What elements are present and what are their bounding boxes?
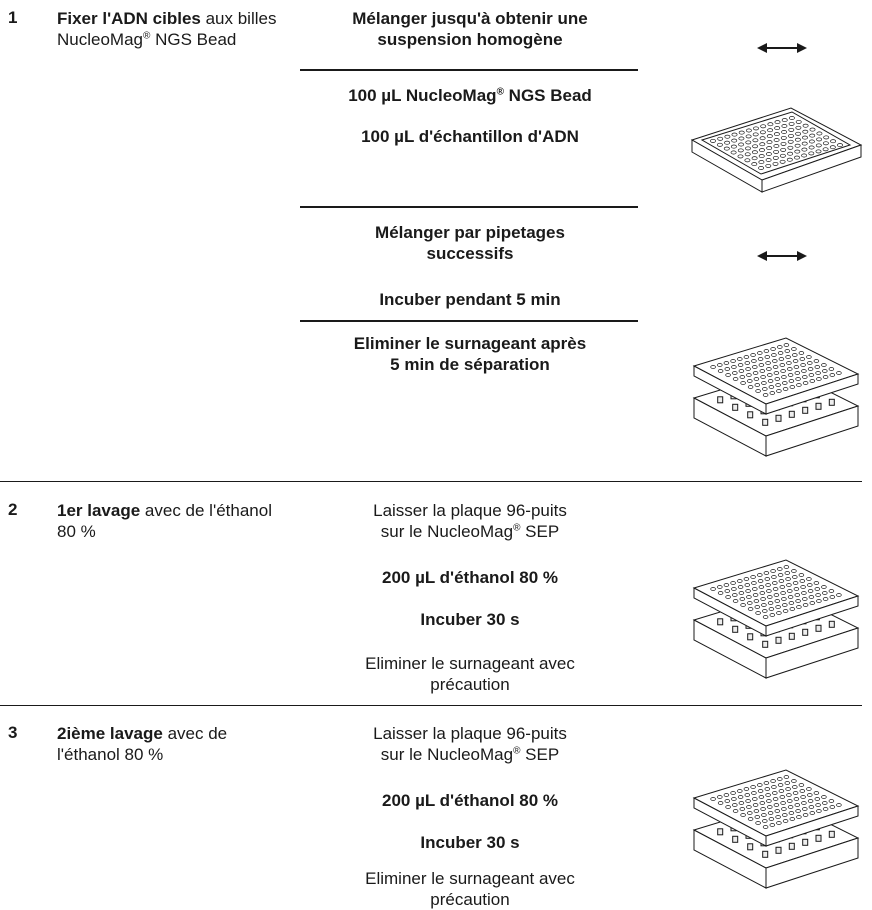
step-2-ethanol: 200 µL d'éthanol 80 %	[381, 568, 559, 587]
step-1-reagent-beads: 100 µL NucleoMag® NGS Bead	[300, 85, 640, 106]
step-3-remove-supernatant: Eliminer le surnageant avec précaution	[365, 869, 575, 909]
step-3-number: 3	[8, 723, 18, 742]
step-2-remove-supernatant: Eliminer le surnageant avec précaution	[365, 654, 575, 694]
magnetic-separator-icon	[692, 337, 860, 457]
step-3-title-bold: 2ième lavage	[57, 724, 163, 743]
reagent-beads-sup: ®	[496, 86, 504, 98]
step-1-incubate: Incuber pendant 5 min	[379, 290, 561, 309]
step-1-reagent-dna: 100 µL d'échantillon d'ADN	[361, 127, 579, 146]
step-1-number: 1	[8, 8, 18, 27]
leave-plate-pre: Laisser la plaque 96-puits sur le Nucleo…	[373, 724, 567, 764]
step-2-title-rest: avec de l'éthanol 80 %	[57, 501, 272, 541]
step-1-title-bold: Fixer l'ADN cibles	[57, 9, 201, 28]
step-3-title-rest: avec de l'éthanol 80 %	[57, 724, 228, 764]
step-3-leave-plate: Laisser la plaque 96-puits sur le Nucleo…	[370, 723, 570, 765]
step-2-title: 1er lavage avec de l'éthanol 80 %	[57, 500, 287, 542]
magnetic-separator-icon	[692, 559, 860, 679]
step-2-number: 2	[8, 500, 18, 519]
step-1-title-tail: NGS Bead	[150, 30, 237, 49]
step-separator	[0, 705, 862, 706]
step-2-title-bold: 1er lavage	[57, 501, 141, 520]
mix-arrow-icon	[757, 43, 807, 53]
step-2-incubate: Incuber 30 s	[420, 610, 520, 629]
step-3-title: 2ième lavage avec de l'éthanol 80 %	[57, 723, 287, 765]
divider	[300, 69, 638, 71]
leave-plate-post: SEP	[520, 522, 560, 541]
step-1-title-rest: aux billes NucleoMag	[57, 9, 277, 49]
leave-plate-sup: ®	[513, 745, 521, 757]
reagent-beads-pre: 100 µL NucleoMag	[348, 86, 497, 105]
reagent-beads-post: NGS Bead	[503, 86, 592, 105]
leave-plate-pre: Laisser la plaque 96-puits sur le Nucleo…	[373, 501, 567, 541]
leave-plate-post: SEP	[520, 745, 560, 764]
step-3-ethanol: 200 µL d'éthanol 80 %	[381, 791, 559, 810]
step-1-remove-supernatant: Eliminer le surnageant après 5 min de sé…	[353, 334, 587, 374]
plate-icon	[690, 107, 863, 193]
step-3-incubate: Incuber 30 s	[420, 833, 520, 852]
step-1-title: Fixer l'ADN cibles aux billes NucleoMag®…	[57, 8, 287, 50]
mix-arrow-icon	[757, 251, 807, 261]
step-1-title-sup: ®	[143, 30, 151, 42]
step-1-mix-pipetting: Mélanger par pipetages successifs	[375, 223, 565, 263]
magnetic-separator-icon	[692, 769, 860, 889]
divider	[300, 320, 638, 322]
step-1-mix-homogeneous: Mélanger jusqu'à obtenir une suspension …	[352, 9, 588, 49]
divider	[300, 206, 638, 208]
step-2-leave-plate: Laisser la plaque 96-puits sur le Nucleo…	[370, 500, 570, 542]
step-separator	[0, 481, 862, 482]
leave-plate-sup: ®	[513, 522, 521, 534]
